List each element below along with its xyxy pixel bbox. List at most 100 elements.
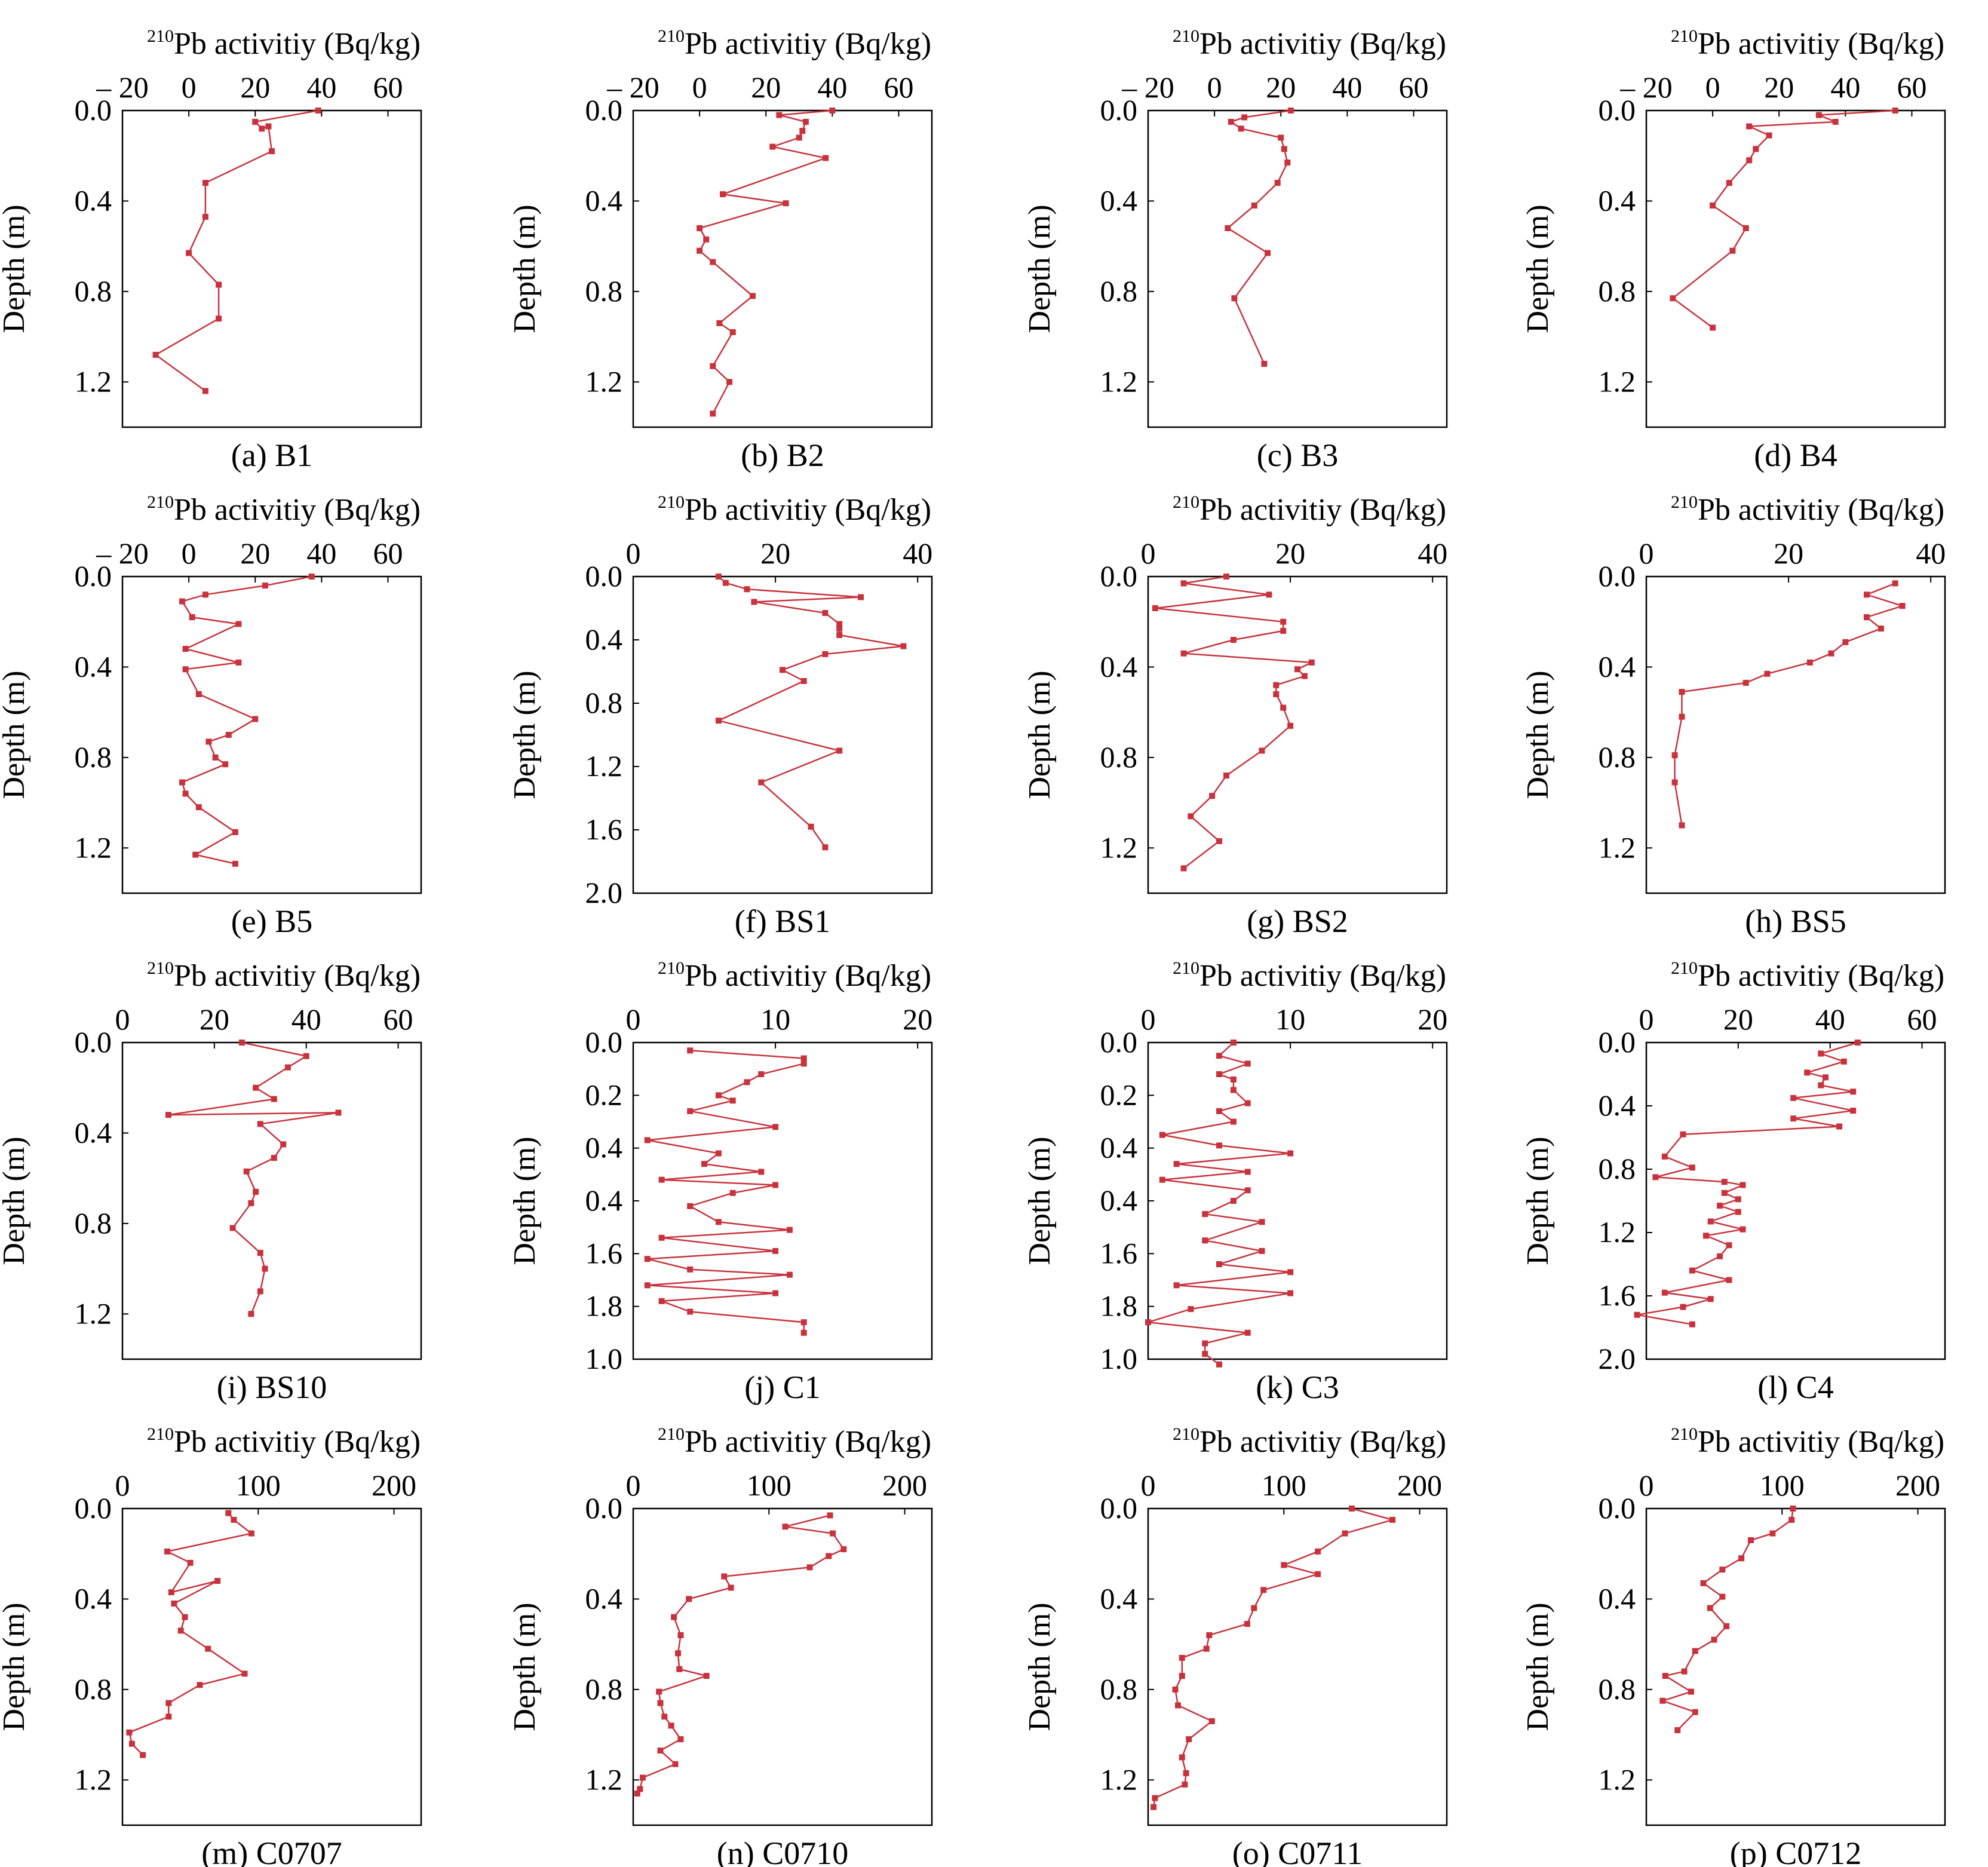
data-point (1679, 689, 1685, 695)
data-point (1735, 1209, 1741, 1215)
y-tick-label: 0.0 (75, 93, 112, 127)
data-point (676, 1666, 683, 1672)
data-point (758, 1071, 765, 1077)
x-axis-title-main: Pb activitiy (Bq/kg) (174, 959, 421, 993)
x-tick-label: 20 (240, 70, 270, 104)
data-point (1738, 1555, 1745, 1562)
x-axis-title-superscript: 210 (1671, 492, 1698, 512)
data-point (1877, 626, 1884, 632)
y-tick-label: 1.6 (1599, 1279, 1636, 1312)
data-point (182, 790, 189, 797)
y-tick-label: 0.8 (1599, 740, 1636, 774)
data-point (1180, 650, 1187, 657)
x-tick-label: 100 (236, 1469, 281, 1502)
data-point (1265, 250, 1271, 256)
data-point (195, 691, 202, 697)
data-point (165, 1713, 172, 1720)
y-axis-title: Depth (m) (0, 204, 31, 333)
data-point (140, 1752, 146, 1758)
data-point (829, 108, 836, 114)
panel-caption: (l) C4 (1757, 1369, 1834, 1405)
x-axis-title-main: Pb activitiy (Bq/kg) (1199, 959, 1446, 993)
series-line (1660, 1508, 1794, 1731)
x-tick-label: 40 (1418, 537, 1447, 570)
data-point (687, 1308, 694, 1315)
data-point (1790, 1115, 1797, 1122)
data-point (1216, 838, 1222, 844)
data-point (239, 1040, 245, 1046)
x-tick-label: – 20 (606, 70, 659, 104)
y-axis-title: Depth (m) (1023, 1602, 1057, 1731)
data-point (823, 155, 829, 161)
data-point (1202, 1351, 1208, 1357)
chart-panel: 210Pb activitiy (Bq/kg) – 20 0 20 40 60 0.0 0.4… (508, 26, 933, 473)
x-axis-title: 210Pb activitiy (Bq/kg) (1671, 492, 1944, 527)
data-point (303, 1053, 309, 1059)
x-axis-title-main: Pb activitiy (Bq/kg) (174, 1425, 421, 1459)
x-axis-title: 210Pb activitiy (Bq/kg) (1671, 26, 1944, 61)
x-tick-label: 20 (903, 1003, 932, 1036)
data-point (1228, 118, 1234, 125)
y-tick-label: 0.4 (585, 623, 623, 656)
y-tick-label: 1.2 (1599, 1215, 1636, 1249)
series-line (181, 575, 312, 865)
data-point (259, 125, 265, 132)
x-tick-label: 20 (1723, 1003, 1753, 1036)
x-axis-title-superscript: 210 (147, 1424, 174, 1444)
data-point (715, 1150, 722, 1157)
y-tick-label: 0.8 (75, 740, 112, 774)
panel-caption: (n) C0710 (717, 1835, 848, 1867)
x-axis-title-main: Pb activitiy (Bq/kg) (1698, 1425, 1944, 1459)
y-tick-label: 1.0 (1100, 1342, 1138, 1375)
panel-caption: (a) B1 (231, 437, 312, 473)
data-point (177, 1627, 184, 1634)
data-point (152, 351, 159, 358)
y-tick-label: 0.8 (585, 274, 623, 308)
y-tick-label: 0.0 (75, 559, 112, 593)
data-point (1892, 108, 1898, 114)
data-point (836, 747, 843, 754)
x-axis-title: 210Pb activitiy (Bq/kg) (147, 1424, 421, 1459)
y-tick-label: 0.8 (585, 686, 623, 719)
y-tick-label: 0.4 (75, 183, 112, 217)
data-point (1729, 247, 1736, 254)
x-tick-label: 100 (747, 1469, 791, 1502)
data-point (1261, 361, 1268, 367)
data-point (214, 1578, 221, 1584)
y-tick-label: 0.0 (1599, 1025, 1636, 1059)
x-tick-label: 0 (1639, 1003, 1654, 1036)
data-point (1152, 1795, 1158, 1801)
data-point (686, 1596, 692, 1602)
y-tick-label: 1.8 (585, 1289, 623, 1323)
y-tick-label: 0.4 (1100, 1131, 1138, 1164)
plot-frame (632, 1041, 933, 1360)
data-point (858, 594, 864, 600)
y-tick-label: 0.0 (585, 559, 623, 593)
data-point (1389, 1516, 1396, 1523)
data-point (1788, 1516, 1795, 1523)
x-tick-label: 20 (1266, 70, 1296, 104)
data-point (710, 410, 716, 417)
data-point (1294, 666, 1300, 673)
y-tick-label: 0.4 (585, 1184, 623, 1217)
x-tick-label: 60 (1897, 70, 1926, 104)
data-point (1726, 1277, 1732, 1283)
y-tick-label: 1.2 (1599, 830, 1636, 864)
data-point (262, 583, 268, 589)
data-point (202, 180, 208, 186)
x-axis-title: 210Pb activitiy (Bq/kg) (1671, 1424, 1944, 1459)
data-point (728, 1584, 734, 1591)
data-point (1681, 1668, 1688, 1675)
data-point (729, 1097, 736, 1104)
data-point (1202, 1340, 1208, 1347)
data-point (265, 123, 272, 130)
data-point (231, 1516, 237, 1523)
data-point (726, 379, 733, 385)
data-point (1746, 123, 1753, 130)
plot-frame (121, 1507, 422, 1826)
data-point (1766, 132, 1772, 139)
y-tick-label: 0.4 (1100, 1184, 1138, 1217)
data-point (658, 1234, 665, 1241)
data-point (1717, 1203, 1723, 1209)
data-point (808, 823, 814, 830)
